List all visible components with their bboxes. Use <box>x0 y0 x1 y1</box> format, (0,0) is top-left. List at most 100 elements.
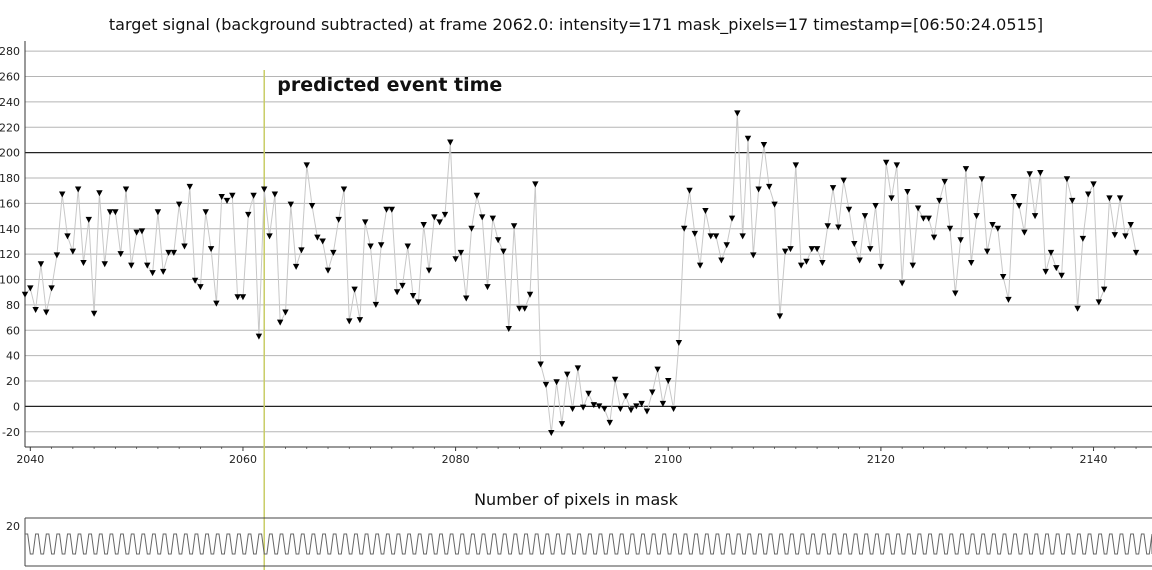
data-point <box>346 318 353 325</box>
data-point <box>994 225 1002 232</box>
data-point <box>1085 191 1092 198</box>
data-point <box>606 419 613 426</box>
data-point <box>48 285 55 292</box>
data-point <box>377 242 385 249</box>
data-point <box>175 201 183 208</box>
data-point <box>441 211 449 218</box>
data-point <box>962 166 970 173</box>
data-point <box>144 262 151 269</box>
data-point <box>1090 181 1097 188</box>
data-point <box>558 421 566 428</box>
x-tick-label: 2120 <box>867 453 895 466</box>
data-point <box>303 162 310 169</box>
data-point <box>32 306 39 313</box>
main-y-tick-labels: -20 0 20 40 60 80 100 120 140 160 180 200 220 240 260 2… <box>0 45 20 439</box>
data-point <box>101 261 108 268</box>
y-tick-label: 20 <box>6 375 20 388</box>
y-tick-label: 160 <box>0 197 20 210</box>
data-point <box>292 263 300 270</box>
data-point <box>728 215 736 222</box>
data-point <box>595 403 603 410</box>
data-point <box>888 195 895 202</box>
data-point <box>484 284 491 291</box>
y-tick-label: 120 <box>0 248 20 261</box>
y-tick-label: 140 <box>0 223 20 236</box>
y-tick-label: 280 <box>0 45 20 58</box>
data-point <box>516 305 523 312</box>
data-point <box>478 214 486 221</box>
data-point <box>191 277 199 284</box>
data-point <box>388 206 396 213</box>
data-point <box>845 206 853 213</box>
data-point <box>803 258 810 265</box>
data-point <box>739 233 746 240</box>
data-point <box>611 376 619 383</box>
data-point <box>409 293 417 300</box>
x-tick-label: 2100 <box>654 453 682 466</box>
data-point <box>526 291 534 298</box>
data-point <box>691 230 699 237</box>
data-point <box>1116 195 1124 202</box>
data-point <box>207 246 215 253</box>
data-point <box>675 339 683 346</box>
data-point <box>1122 233 1129 240</box>
data-point <box>505 326 512 333</box>
data-point <box>665 378 672 385</box>
data-point <box>750 252 757 259</box>
data-point <box>718 257 725 264</box>
data-point <box>138 228 146 235</box>
data-point <box>229 192 236 199</box>
signal-line <box>24 113 1137 434</box>
data-point <box>463 295 470 302</box>
data-point <box>1021 229 1028 236</box>
data-point <box>69 248 77 255</box>
data-point <box>553 379 560 386</box>
x-tick-label: 2140 <box>1080 453 1108 466</box>
data-point <box>808 246 815 253</box>
data-point <box>930 234 938 241</box>
data-point <box>1074 305 1081 312</box>
data-point <box>734 110 741 117</box>
data-point <box>383 206 390 213</box>
data-point <box>404 243 411 250</box>
data-point <box>319 238 326 245</box>
data-point <box>1058 272 1065 279</box>
data-point <box>1047 249 1055 256</box>
y-tick-label: -20 <box>2 426 20 439</box>
data-point <box>744 135 752 142</box>
data-point <box>1026 171 1033 178</box>
data-point <box>984 248 991 255</box>
data-point <box>840 177 847 184</box>
data-point <box>707 233 714 240</box>
data-point <box>53 252 61 259</box>
signal-series <box>21 110 1140 437</box>
data-point <box>165 249 172 256</box>
data-point <box>521 305 528 312</box>
data-point <box>271 191 279 198</box>
data-point <box>489 215 497 222</box>
data-point <box>468 225 475 232</box>
data-point <box>1111 232 1118 239</box>
data-point <box>330 249 337 256</box>
data-point <box>154 209 162 216</box>
data-point <box>494 237 502 244</box>
data-point <box>957 237 964 244</box>
data-point <box>638 400 645 407</box>
data-point <box>936 197 943 204</box>
data-point <box>590 402 598 409</box>
data-point <box>1010 194 1017 201</box>
data-point <box>452 256 459 263</box>
data-point <box>90 310 98 317</box>
data-point <box>925 215 932 222</box>
data-point <box>218 194 225 201</box>
data-point <box>234 294 241 301</box>
data-point <box>324 267 332 274</box>
data-point <box>999 273 1007 280</box>
data-point <box>882 159 890 166</box>
data-point <box>537 361 544 368</box>
data-point <box>213 300 220 307</box>
data-point <box>356 317 364 324</box>
data-point <box>712 233 720 240</box>
data-point <box>473 192 481 199</box>
data-point <box>968 260 975 267</box>
